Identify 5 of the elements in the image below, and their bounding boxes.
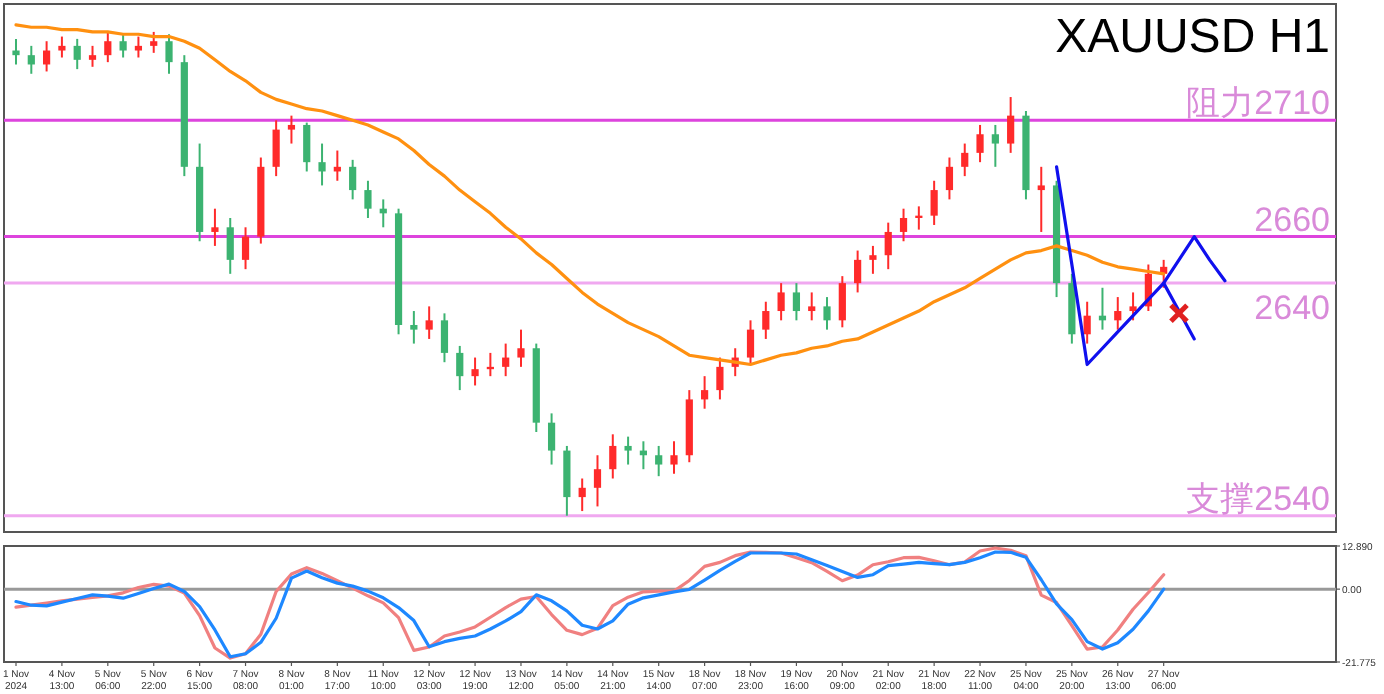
ref-line-label: 支撑2540 — [1186, 479, 1330, 518]
ref-line-label: 2660 — [1254, 200, 1330, 239]
ref-line-label: 2640 — [1254, 289, 1330, 328]
ref-line-label: 阻力2710 — [1186, 84, 1330, 123]
chart-title: XAUUSD H1 — [1055, 10, 1330, 64]
